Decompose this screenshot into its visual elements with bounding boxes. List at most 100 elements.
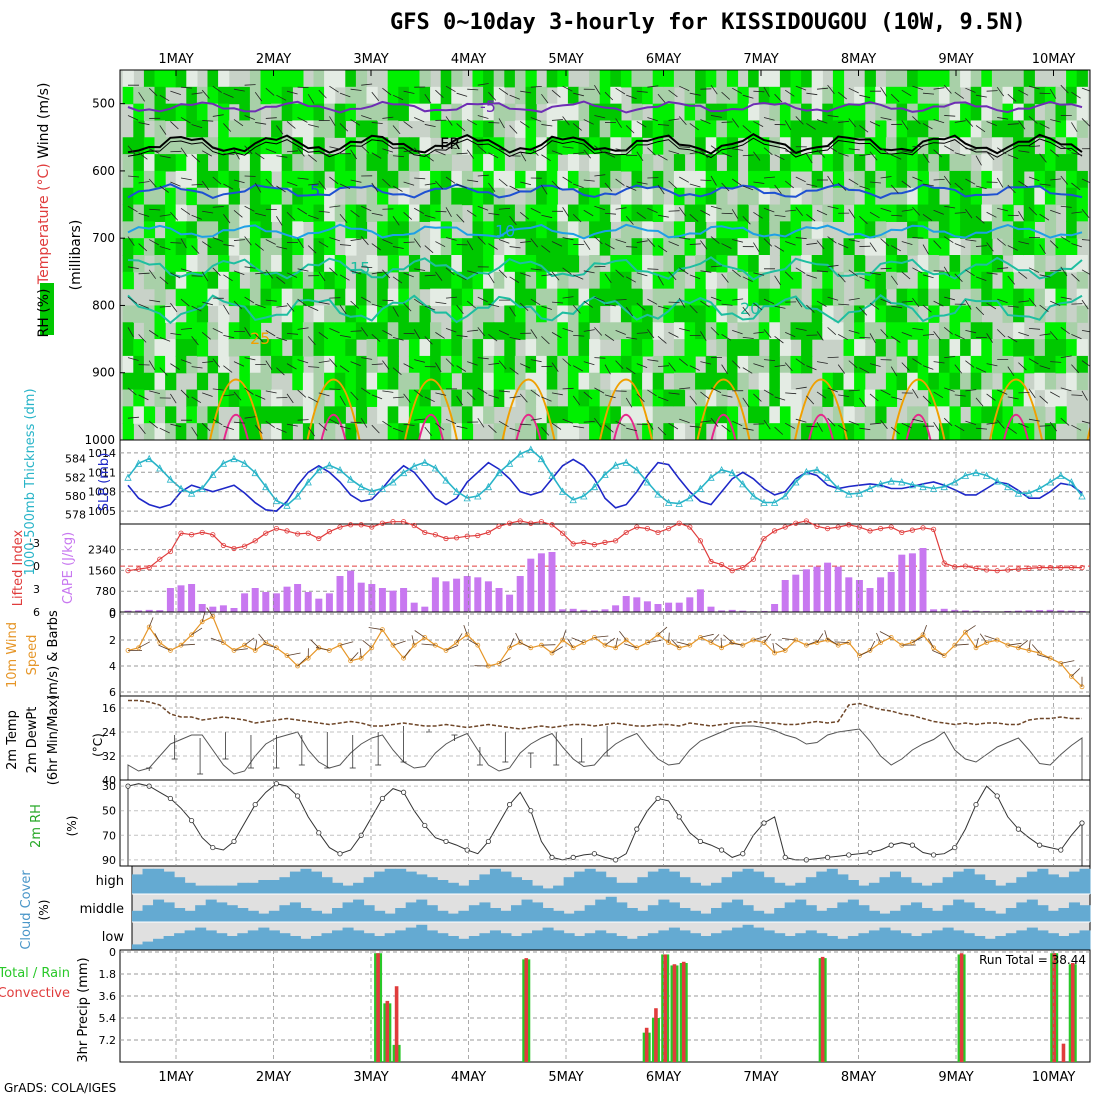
rh-cell <box>218 86 230 105</box>
wind-barb <box>1081 87 1090 92</box>
rh-cell <box>461 271 474 290</box>
rh-cell <box>546 271 558 290</box>
wind-barb <box>912 297 920 308</box>
cloud-cell <box>679 908 691 922</box>
rh-cell <box>737 103 749 122</box>
rh-marker <box>697 838 704 845</box>
wind-barb <box>138 91 145 102</box>
wind-barb <box>223 92 234 98</box>
rh-cell <box>165 339 177 357</box>
rh-cell <box>186 305 198 323</box>
day-label-top: 6MAY <box>646 52 681 67</box>
lifted-marker <box>125 568 131 574</box>
thickness-marker <box>611 461 620 469</box>
rh-cell <box>196 187 209 206</box>
wind-barb <box>679 146 691 148</box>
rh-cell <box>440 372 452 391</box>
wind-barb <box>551 180 561 190</box>
wind-marker <box>146 624 152 630</box>
wind-barb <box>731 118 740 128</box>
thickness-marker <box>145 454 153 463</box>
rh-cell <box>1023 389 1035 407</box>
rh-cell <box>313 120 325 138</box>
rh-cell <box>896 339 908 357</box>
rh-cell <box>748 406 760 424</box>
cloud-cell <box>1005 882 1017 894</box>
rh-cell <box>695 389 707 407</box>
rh-cell <box>663 221 675 239</box>
wind-barb <box>869 333 876 344</box>
cloud-cell <box>321 933 333 950</box>
wind-barb <box>944 387 955 392</box>
wind-marker <box>295 663 301 669</box>
lifted-marker <box>400 519 407 525</box>
cape-bar <box>898 554 906 612</box>
isotherm-line <box>127 256 1083 281</box>
wind-barb-10m <box>816 633 824 643</box>
wind-barb <box>445 267 455 276</box>
lifted-marker <box>1079 565 1085 571</box>
rh-cell <box>483 271 495 290</box>
cape-bar <box>601 609 609 612</box>
wind-barb <box>498 239 510 244</box>
rh-cell <box>133 255 145 273</box>
rh-cell <box>451 271 463 290</box>
precip-tick-label: 7.2 <box>99 1034 117 1047</box>
rh-cell <box>260 288 272 307</box>
wind-tick-label: 4 <box>109 660 116 673</box>
wind-barb <box>753 302 763 311</box>
wind-barb <box>361 83 373 86</box>
wind-barb <box>721 273 729 283</box>
wind-barb <box>170 181 181 187</box>
cloud-cell <box>868 910 880 922</box>
wind-barb <box>816 240 825 250</box>
cloud-cell <box>868 882 880 894</box>
wind-barb <box>170 121 179 130</box>
rh-cell <box>472 154 484 172</box>
rh-cell <box>631 372 643 391</box>
cloud-cell <box>132 944 144 950</box>
cloud-cell <box>626 908 638 922</box>
wind-barb <box>700 119 711 125</box>
rh-cell <box>281 204 293 222</box>
cloud-cell <box>184 910 196 922</box>
rh-cell <box>504 339 516 357</box>
wind-barb <box>774 93 783 103</box>
cloud-cell <box>510 936 523 950</box>
rh-cell <box>673 120 686 138</box>
rh-cell <box>440 423 452 440</box>
wind-barb <box>138 152 148 160</box>
rh-cell <box>260 255 272 273</box>
rh-cell <box>1023 187 1035 206</box>
isotherm-line <box>127 100 1083 114</box>
rh-cell <box>822 389 834 407</box>
rh-marker <box>718 847 725 853</box>
rh-cell <box>355 372 368 391</box>
rh-cell <box>748 137 760 155</box>
rh-cell <box>843 322 855 340</box>
rh-cell <box>430 154 442 172</box>
wind-barb <box>392 216 400 226</box>
rh-cell <box>175 271 187 290</box>
rh-cell <box>970 322 982 340</box>
rh-cell <box>207 255 219 273</box>
thickness-marker <box>315 465 323 474</box>
rh-cell <box>1002 406 1014 424</box>
rh-cell <box>790 204 802 222</box>
rh-cell <box>811 120 823 138</box>
rh-cell <box>832 322 845 340</box>
rh-cell <box>377 389 389 407</box>
wind-barb <box>202 150 212 157</box>
thickness-marker <box>686 493 694 502</box>
wind-barb <box>127 175 140 178</box>
rh-cell <box>684 187 696 206</box>
wind-barb <box>753 363 765 368</box>
rh-cell <box>652 86 664 105</box>
cloud-cell <box>605 896 617 922</box>
rh-cell <box>1023 204 1035 222</box>
wind-barb <box>223 183 234 190</box>
rh-cell <box>1044 187 1057 206</box>
rh-cell <box>239 221 251 239</box>
rh-cell <box>769 322 781 340</box>
wind-barb <box>159 185 169 193</box>
